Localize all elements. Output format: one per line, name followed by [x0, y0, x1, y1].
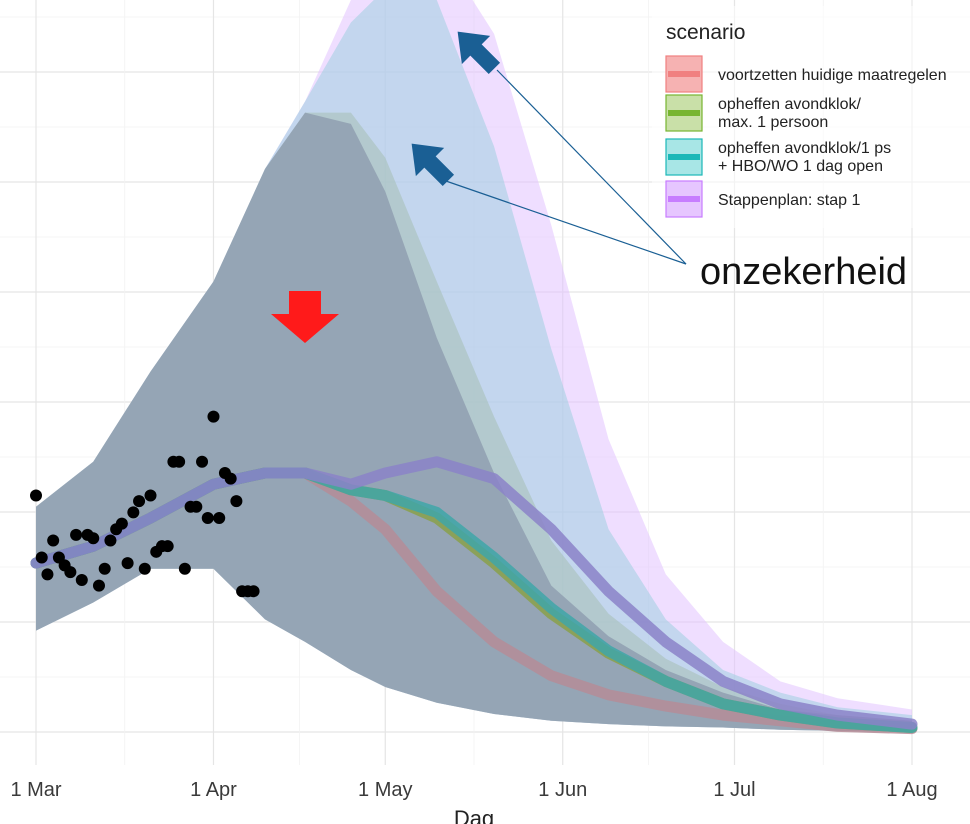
observed-point: [207, 410, 220, 423]
annotation-text: onzekerheid: [700, 251, 907, 293]
observed-point: [127, 506, 140, 519]
observed-point: [247, 585, 260, 598]
legend-key-line-4: [668, 196, 700, 202]
x-tick-label: 1 Jul: [713, 779, 755, 801]
uncertainty-bands: [36, 0, 912, 733]
legend-label-3-line2: + HBO/WO 1 dag open: [718, 158, 883, 175]
x-axis-ticks: 1 Mar 1 Apr 1 May 1 Jun 1 Jul 1 Aug: [10, 779, 937, 801]
legend-key-line-2: [668, 110, 700, 116]
series-line-4: [30, 456, 918, 730]
x-tick-label: 1 Mar: [10, 779, 61, 801]
observed-point: [75, 573, 88, 586]
legend-title: scenario: [666, 21, 745, 44]
legend-key-line-1: [668, 71, 700, 77]
observed-point: [121, 557, 134, 570]
observed-points: [30, 410, 260, 598]
observed-point: [41, 568, 54, 581]
observed-point: [213, 512, 226, 525]
observed-point: [201, 512, 214, 525]
scenario-lines: [30, 456, 918, 735]
observed-point: [133, 495, 146, 508]
legend-label-3: opheffen avondklok/1 ps: [718, 140, 891, 157]
observed-point: [104, 534, 117, 547]
legend-key-line-3: [668, 154, 700, 160]
legend-background: [652, 6, 970, 228]
legend-label-1: voortzetten huidige maatregelen: [718, 67, 947, 84]
red-down-arrow-icon: [271, 291, 339, 343]
observed-point: [92, 579, 105, 592]
observed-point: [87, 532, 100, 545]
observed-point: [196, 455, 209, 468]
observed-point: [98, 562, 111, 575]
observed-point: [178, 562, 191, 575]
annotation-line-lower: [442, 179, 687, 265]
legend-label-2-line2: max. 1 persoon: [718, 114, 828, 131]
x-tick-label: 1 Jun: [538, 779, 587, 801]
observed-point: [115, 517, 128, 530]
observed-point: [138, 562, 151, 575]
legend: scenario voortzetten huidige maatregelen…: [652, 6, 970, 228]
x-tick-label: 1 Aug: [886, 779, 937, 801]
blue-arrow-icon-upper: [457, 31, 501, 75]
observed-point: [230, 495, 243, 508]
observed-point: [35, 551, 48, 564]
observed-point: [190, 500, 203, 513]
observed-point: [30, 489, 42, 502]
x-axis-label: Dag: [454, 806, 494, 824]
legend-label-4: Stappenplan: stap 1: [718, 192, 860, 209]
blue-arrow-icon-lower: [411, 143, 455, 187]
observed-point: [64, 566, 77, 579]
observed-point: [173, 455, 186, 468]
observed-point: [161, 540, 174, 553]
observed-point: [144, 489, 157, 502]
annotation-line-upper: [496, 69, 687, 265]
legend-label-2: opheffen avondklok/: [718, 96, 861, 113]
observed-point: [47, 534, 60, 547]
x-tick-label: 1 May: [358, 779, 412, 801]
x-tick-label: 1 Apr: [190, 779, 237, 801]
observed-point: [70, 528, 83, 541]
uncertainty-band-1: [36, 112, 912, 733]
observed-point: [224, 472, 237, 485]
